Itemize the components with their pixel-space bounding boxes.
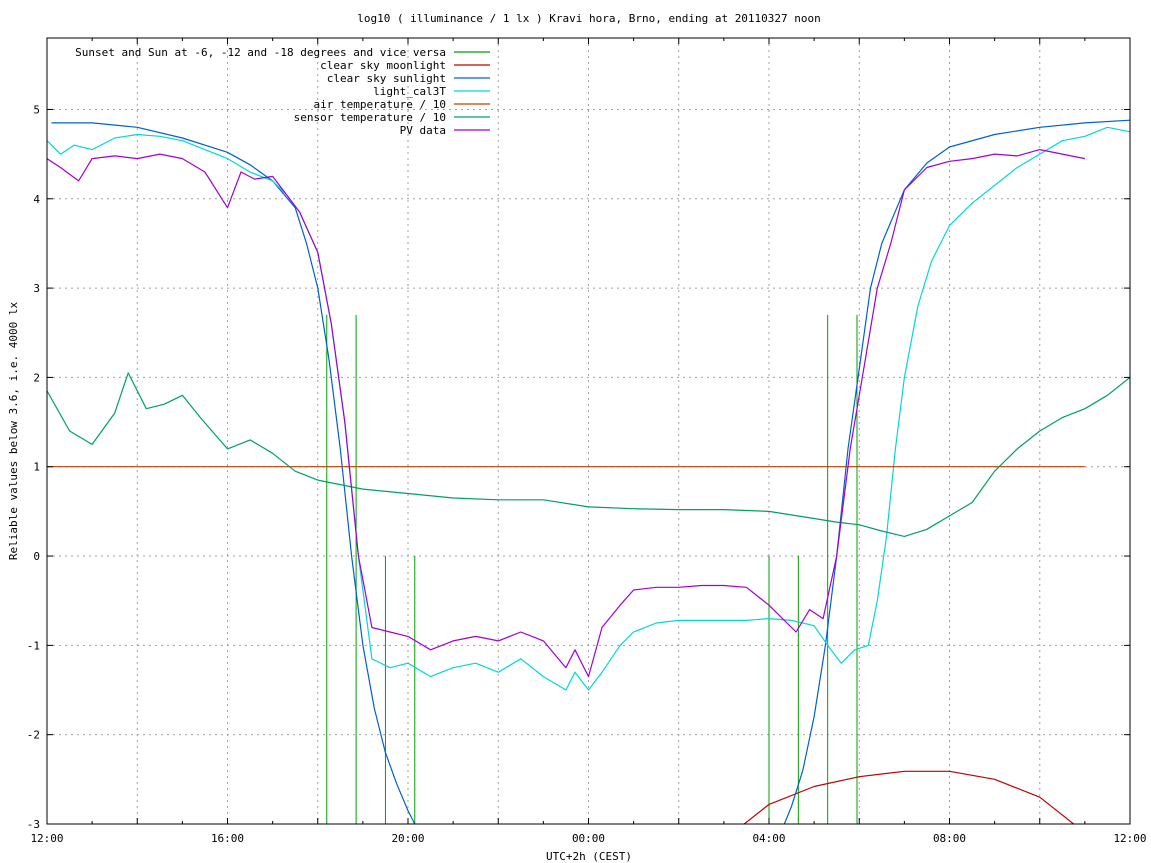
ticks (46, 38, 1131, 825)
legend-label: Sunset and Sun at -6, -12 and -18 degree… (75, 46, 446, 59)
chart-title: log10 ( illuminance / 1 lx ) Kravi hora,… (357, 12, 821, 25)
series-pv-data (47, 149, 1086, 678)
legend-label: air temperature / 10 (314, 98, 446, 111)
y-tick-label: -3 (27, 818, 40, 831)
series-light-cal3t (47, 126, 1130, 691)
legend-label: clear sky moonlight (320, 59, 446, 72)
y-tick-label: -2 (27, 729, 40, 742)
x-tick-label: 08:00 (933, 832, 966, 845)
y-tick-label: 1 (33, 461, 40, 474)
legend-label: clear sky sunlight (327, 72, 446, 85)
series-clear-sky-moonlight (743, 770, 1075, 824)
x-tick-label: 20:00 (391, 832, 424, 845)
y-tick-label: 5 (33, 103, 40, 116)
x-tick-label: 00:00 (572, 832, 605, 845)
legend-label: sensor temperature / 10 (294, 111, 446, 124)
x-tick-label: 04:00 (752, 832, 785, 845)
x-tick-label: 12:00 (30, 832, 63, 845)
x-tick-label: 16:00 (211, 832, 244, 845)
y-tick-label: 3 (33, 282, 40, 295)
x-tick-label: 12:00 (1113, 832, 1146, 845)
series-sensor-temperature-10 (47, 372, 1130, 538)
legend: Sunset and Sun at -6, -12 and -18 degree… (75, 46, 490, 137)
legend-label: light_cal3T (373, 85, 446, 98)
y-axis-label: Reliable values below 3.6, i.e. 4000 lx (7, 301, 20, 560)
y-tick-label: 4 (33, 193, 40, 206)
series-sunset-and-sun-at-6-12-and-18-degrees-and-vice-versa (326, 314, 858, 824)
y-tick-label: 0 (33, 550, 40, 563)
tick-labels: 12:00 16:00 20:00 00:00 04:00 08:00 12:00-3-2-… (27, 103, 1147, 845)
x-axis-label: UTC+2h (CEST) (546, 850, 632, 863)
series-layer (47, 119, 1130, 824)
y-tick-label: -1 (27, 639, 40, 652)
y-tick-label: 2 (33, 371, 40, 384)
legend-label: PV data (400, 124, 446, 137)
